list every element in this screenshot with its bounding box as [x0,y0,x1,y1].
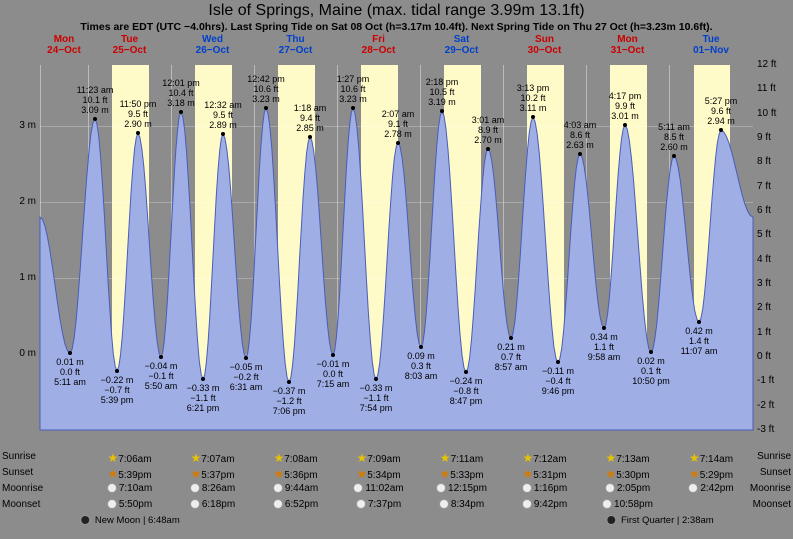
footer-cell: 7:10am [90,483,170,494]
tide-extreme-label: 0.42 m1.4 ft11:07 am [675,326,723,356]
tide-extreme-label: 0.02 m0.1 ft10:50 pm [627,356,675,386]
chart-subtitle: Times are EDT (UTC −4.0hrs). Last Spring… [0,20,793,35]
moon-phase: New Moon | 6:48am [80,515,179,526]
footer-cell: ★7:08am [256,451,336,465]
tide-extreme-label: 11:23 am10.1 ft3.09 m [71,85,119,115]
footer-cell: ★7:13am [588,451,668,465]
tide-extreme-label: 3:01 am8.9 ft2.70 m [464,115,512,145]
footer-cell: 9:42pm [505,499,585,510]
footer-cell: 10:58pm [588,499,668,510]
tide-extreme-label: 12:01 pm10.4 ft3.18 m [157,78,205,108]
tide-extreme-label: 5:27 pm9.6 ft2.94 m [697,96,745,126]
footer-cell: 12:15pm [422,483,502,494]
tide-extreme-label: −0.04 m−0.1 ft5:50 am [137,361,185,391]
footer-cell: ★5:34pm [339,467,419,481]
tide-extreme-label: 12:42 pm10.6 ft3.23 m [242,74,290,104]
footer-cell: ★7:09am [339,451,419,465]
tide-extreme-label: 2:18 pm10.5 ft3.19 m [418,77,466,107]
tide-extreme-label: −0.22 m−0.7 ft5:39 pm [93,375,141,405]
tide-extreme-label: 5:11 am8.5 ft2.60 m [650,122,698,152]
tide-extreme-label: 0.09 m0.3 ft8:03 am [397,351,445,381]
tide-extreme-label: 0.21 m0.7 ft8:57 am [487,342,535,372]
tide-extreme-label: 1:18 am9.4 ft2.85 m [286,103,334,133]
footer-cell: ★5:29pm [671,467,751,481]
footer-table: SunriseSunrise★7:06am★7:07am★7:08am★7:09… [0,451,793,539]
footer-cell: 6:18pm [173,499,253,510]
footer-cell: ★5:33pm [422,467,502,481]
footer-cell: 6:52pm [256,499,336,510]
footer-cell: 9:44am [256,483,336,494]
moon-phase: First Quarter | 2:38am [606,515,713,526]
footer-cell: ★7:07am [173,451,253,465]
tide-extreme-label: −0.37 m−1.2 ft7:06 pm [265,386,313,416]
tide-chart: Mon24−OctTue25−OctWed26−OctThu27−OctFri2… [0,35,793,445]
footer-cell: ★7:14am [671,451,751,465]
footer-cell: ★5:37pm [173,467,253,481]
tide-extreme-label: −0.24 m−0.8 ft8:47 pm [442,376,490,406]
footer-cell: ★5:31pm [505,467,585,481]
footer-cell: ★7:11am [422,451,502,465]
tide-extreme-label: 3:13 pm10.2 ft3.11 m [509,83,557,113]
footer-cell: ★5:30pm [588,467,668,481]
footer-cell: ★7:12am [505,451,585,465]
footer-cell: 8:26am [173,483,253,494]
footer-cell: 1:16pm [505,483,585,494]
footer-cell: 7:37pm [339,499,419,510]
tide-extreme-label: −0.11 m−0.4 ft9:46 pm [534,366,582,396]
tide-extreme-label: −0.05 m−0.2 ft6:31 am [222,362,270,392]
tide-extreme-label: 1:27 pm10.6 ft3.23 m [329,74,377,104]
footer-cell: 5:50pm [90,499,170,510]
tide-extreme-label: 2:07 am9.1 ft2.78 m [374,109,422,139]
tide-extreme-label: 4:03 am8.6 ft2.63 m [556,120,604,150]
footer-cell: ★5:36pm [256,467,336,481]
footer-cell: ★5:39pm [90,467,170,481]
tide-extreme-label: 4:17 pm9.9 ft3.01 m [601,91,649,121]
tide-extreme-label: 0.01 m0.0 ft5:11 am [46,357,94,387]
tide-extreme-label: 12:32 am9.5 ft2.89 m [199,100,247,130]
footer-cell: 11:02am [339,483,419,494]
footer-cell: 8:34pm [422,499,502,510]
tide-extreme-label: 0.34 m1.1 ft9:58 am [580,332,628,362]
chart-title: Isle of Springs, Maine (max. tidal range… [0,0,793,20]
tide-extreme-label: −0.01 m0.0 ft7:15 am [309,359,357,389]
footer-cell: ★7:06am [90,451,170,465]
tide-extreme-label: −0.33 m−1.1 ft6:21 pm [179,383,227,413]
footer-cell: 2:42pm [671,483,751,494]
tide-extreme-label: 11:50 pm9.5 ft2.90 m [114,99,162,129]
footer-cell: 2:05pm [588,483,668,494]
tide-extreme-label: −0.33 m−1.1 ft7:54 pm [352,383,400,413]
